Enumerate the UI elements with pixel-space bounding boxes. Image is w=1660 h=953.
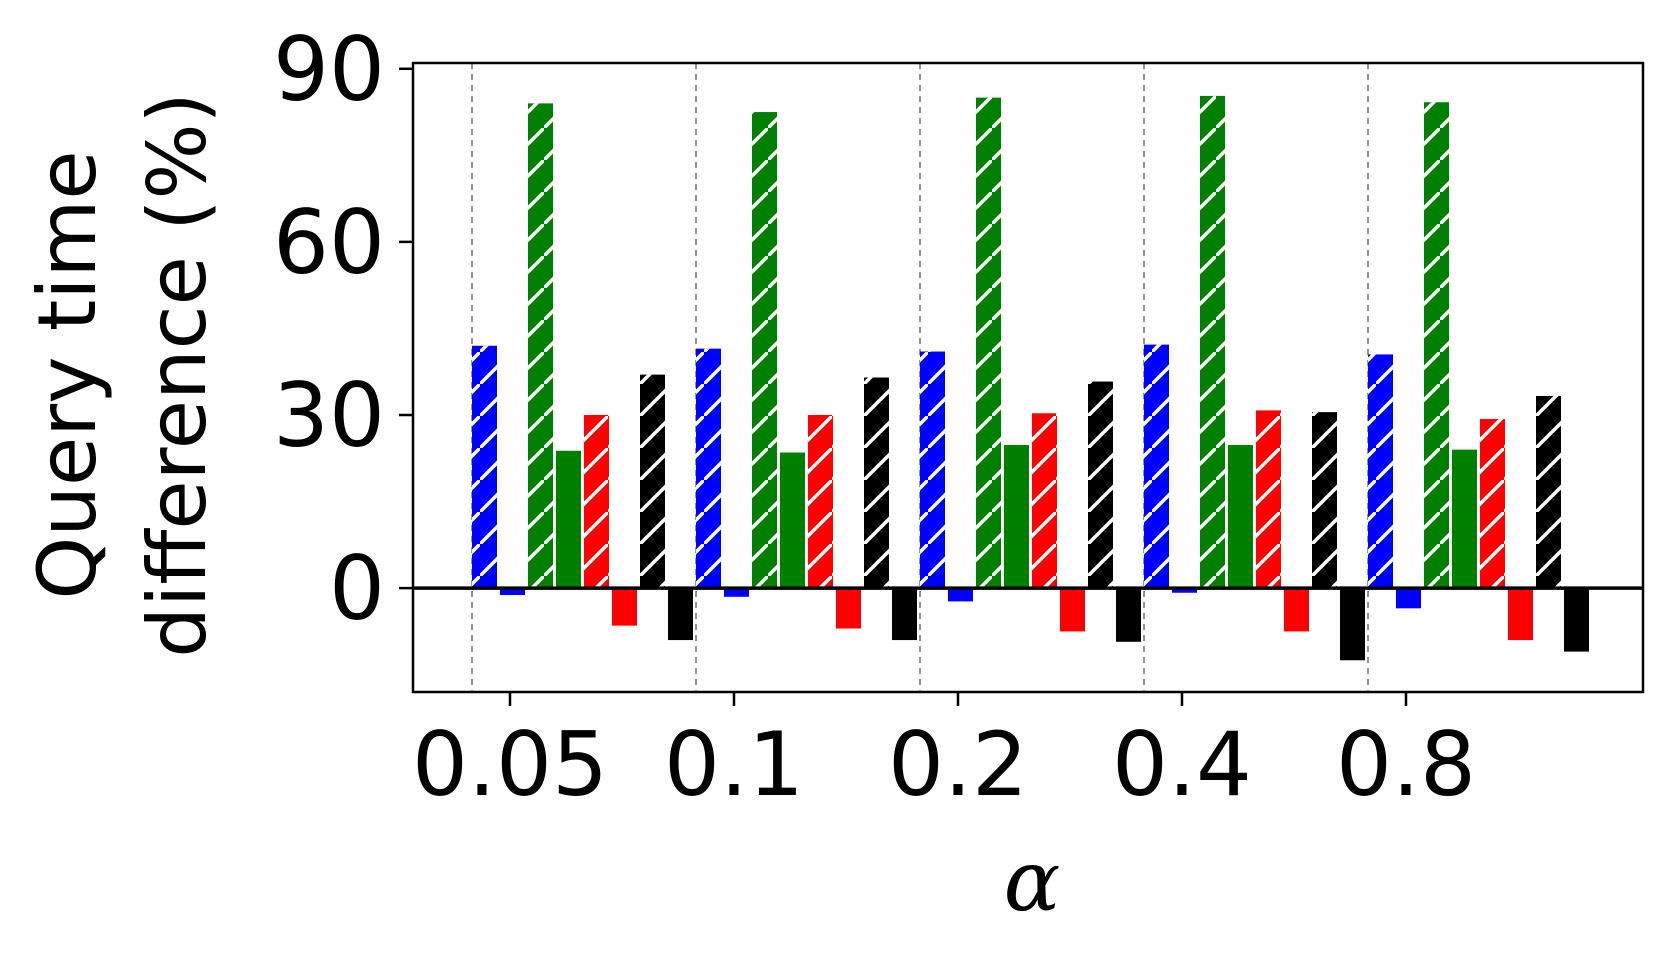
- bar: [1116, 588, 1141, 642]
- bar: [948, 588, 973, 602]
- y-tick-label: 0: [329, 537, 385, 640]
- y-ticks: 0 30 60 90: [273, 18, 413, 640]
- bar-hatch: [752, 112, 777, 589]
- bar: [500, 588, 525, 596]
- x-tick-label: 0.8: [1336, 713, 1476, 816]
- x-tick-label: 0.1: [664, 713, 804, 816]
- bar-hatch: [976, 97, 1001, 589]
- bar: [556, 450, 581, 589]
- bar: [1396, 588, 1421, 609]
- x-tick-label: 0.2: [888, 713, 1028, 816]
- bar: [1508, 588, 1533, 641]
- bar-hatch: [1032, 413, 1057, 589]
- bar: [892, 588, 917, 641]
- x-tick-label: 0.4: [1112, 713, 1252, 816]
- bar: [1228, 445, 1253, 589]
- bar: [1564, 588, 1589, 652]
- bar-hatch: [1256, 410, 1281, 589]
- bar-hatch: [640, 374, 665, 589]
- bar: [1060, 588, 1085, 632]
- bar: [1340, 588, 1365, 661]
- bar: [612, 588, 637, 626]
- bar-hatch: [920, 351, 945, 589]
- bar: [780, 452, 805, 589]
- bar-hatch: [1480, 419, 1505, 589]
- x-ticks: 0.05 0.1 0.2 0.4 0.8: [412, 692, 1476, 816]
- bar-hatch: [1368, 354, 1393, 589]
- y-tick-label: 30: [273, 364, 385, 467]
- y-tick-label: 90: [273, 18, 385, 121]
- bar: [1284, 588, 1309, 632]
- bar-hatch: [584, 415, 609, 589]
- bar-hatch: [1536, 395, 1561, 589]
- bar: [668, 588, 693, 641]
- bar: [1452, 449, 1477, 589]
- bars: [472, 95, 1589, 661]
- x-axis-label: α: [1004, 832, 1061, 930]
- bar-hatch: [696, 348, 721, 589]
- y-axis-label-line1: Query time: [21, 150, 114, 599]
- x-tick-label: 0.05: [412, 713, 608, 816]
- bar: [1172, 588, 1197, 593]
- bar-hatch: [1088, 381, 1113, 589]
- bar-hatch: [1312, 412, 1337, 589]
- bar-hatch: [472, 345, 497, 589]
- bar-hatch: [808, 415, 833, 589]
- plot-frame: [411, 61, 1645, 694]
- bar: [1004, 445, 1029, 589]
- y-axis-label-line2: difference (%): [131, 92, 224, 657]
- bar-hatch: [528, 103, 553, 589]
- y-tick-label: 60: [273, 191, 385, 294]
- bar-hatch: [864, 377, 889, 589]
- bar-hatch: [1144, 344, 1169, 589]
- bar-hatch: [1200, 95, 1225, 589]
- bar: [836, 588, 861, 629]
- bar: [724, 588, 749, 597]
- bar-hatch: [1424, 102, 1449, 589]
- grid-lines: [471, 63, 1369, 692]
